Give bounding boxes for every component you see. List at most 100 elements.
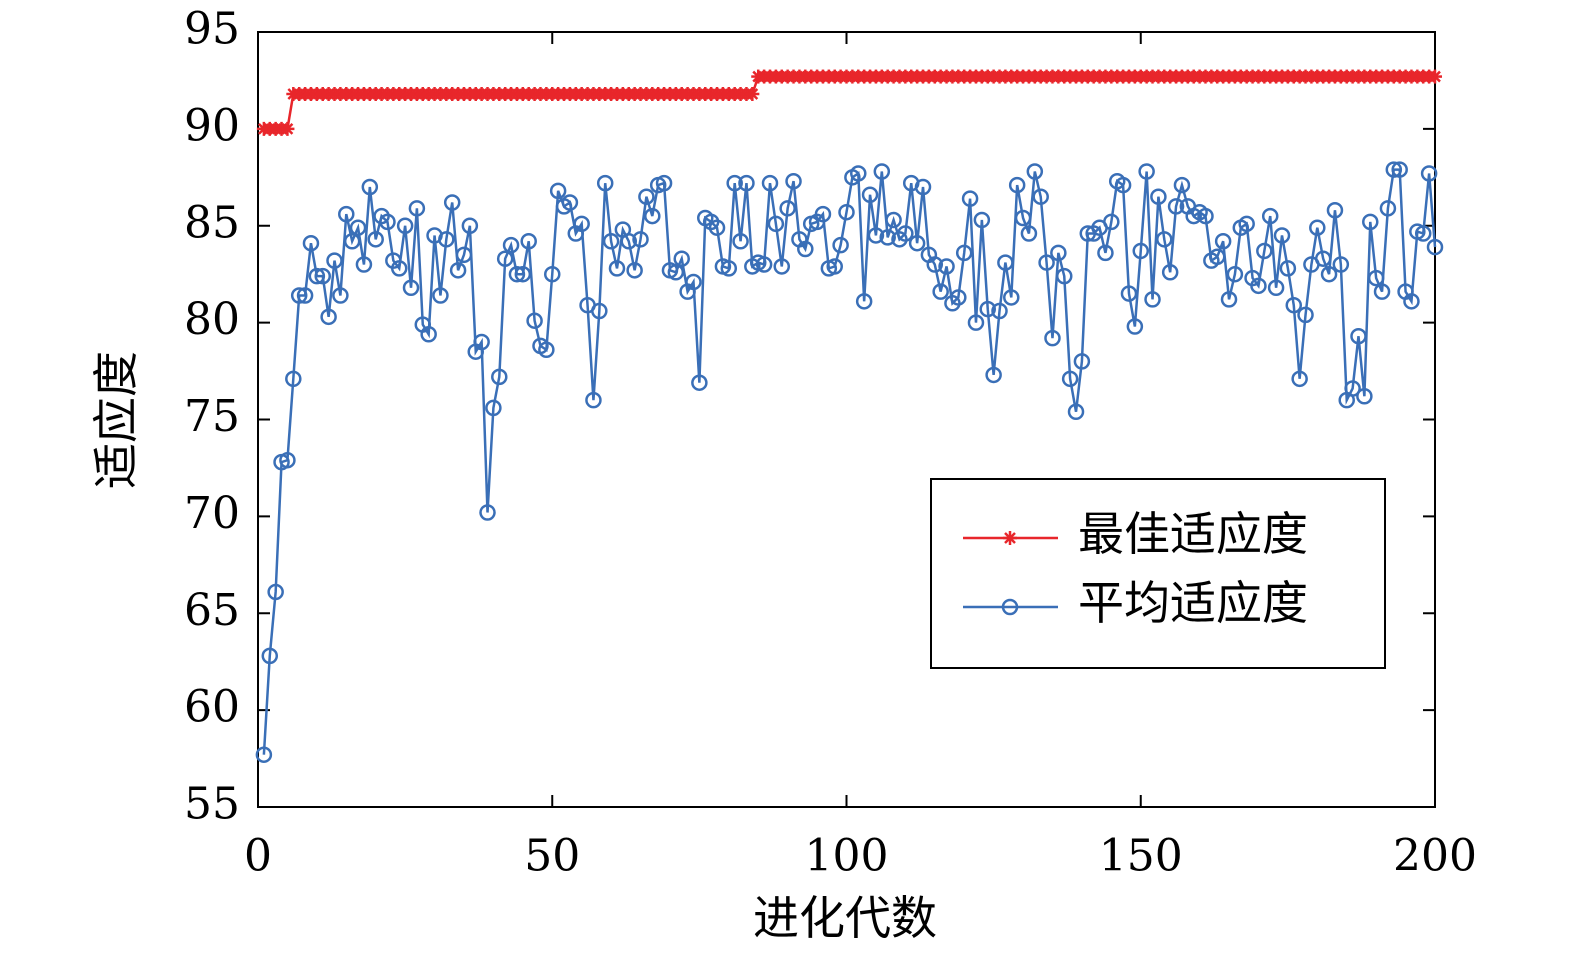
data-point	[1314, 250, 1332, 267]
data-point	[1008, 176, 1026, 194]
x-axis-label: 进化代数	[753, 891, 937, 945]
data-point	[1285, 296, 1303, 314]
data-point	[1209, 248, 1226, 265]
data-point	[1362, 213, 1379, 231]
y-tick-label: 80	[184, 294, 240, 345]
data-point	[420, 326, 437, 343]
star-stroke	[1004, 532, 1016, 544]
data-point	[361, 178, 379, 196]
data-point	[1250, 277, 1267, 295]
data-point	[1391, 161, 1408, 178]
data-point	[655, 174, 673, 192]
data-point	[491, 368, 508, 386]
data-point	[926, 256, 944, 273]
data-point	[390, 260, 408, 277]
data-point	[838, 203, 855, 221]
data-point	[496, 250, 514, 267]
data-point	[908, 234, 926, 252]
legend-box	[930, 478, 1386, 669]
data-point	[1161, 264, 1179, 281]
y-tick-label: 90	[184, 100, 240, 151]
data-point	[1273, 227, 1291, 244]
data-point	[367, 231, 384, 248]
data-point	[1291, 370, 1308, 388]
data-point	[1426, 238, 1444, 256]
data-point	[1132, 242, 1149, 260]
data-point	[1097, 244, 1114, 262]
x-tick-label: 50	[524, 831, 580, 882]
data-point	[997, 254, 1014, 271]
data-point	[443, 194, 461, 211]
data-point	[585, 391, 602, 409]
data-point	[1120, 285, 1138, 302]
data-point	[885, 211, 902, 229]
data-point	[573, 215, 590, 233]
data-point	[1267, 279, 1285, 296]
data-point	[738, 174, 755, 192]
data-point	[338, 205, 355, 223]
data-point	[1261, 207, 1279, 225]
data-point	[596, 174, 614, 192]
data-point	[726, 174, 743, 192]
data-point	[343, 233, 361, 250]
data-point	[773, 258, 791, 275]
y-tick-label: 75	[184, 391, 240, 442]
data-point	[320, 308, 337, 326]
data-point	[267, 583, 284, 601]
y-tick-label: 55	[184, 779, 240, 830]
data-point	[897, 225, 914, 242]
data-point	[667, 264, 685, 281]
data-point	[1055, 267, 1073, 285]
data-point	[544, 265, 561, 283]
data-point	[296, 287, 314, 304]
data-point	[826, 258, 843, 275]
data-point	[1038, 254, 1055, 271]
y-tick-label: 60	[184, 682, 240, 733]
star-stroke	[1429, 70, 1441, 83]
data-point	[379, 213, 396, 231]
data-point	[755, 256, 773, 273]
data-point	[332, 287, 349, 304]
data-point	[438, 231, 455, 248]
data-point	[1238, 215, 1255, 233]
data-point	[620, 233, 638, 250]
data-point	[402, 279, 420, 296]
data-point	[538, 341, 555, 358]
x-tick-label: 150	[1099, 831, 1183, 882]
data-point	[1214, 233, 1232, 250]
data-point	[602, 233, 620, 250]
data-point	[1138, 163, 1155, 180]
star-stroke	[746, 88, 759, 100]
data-point	[785, 172, 802, 190]
data-point	[308, 267, 326, 285]
data-point	[1344, 380, 1361, 397]
data-point	[1356, 388, 1373, 405]
legend-marker	[1003, 531, 1017, 545]
data-point	[1044, 329, 1061, 347]
plot-frame	[257, 31, 1436, 808]
data-point	[1026, 163, 1044, 180]
data-point	[449, 262, 467, 279]
data-point	[632, 231, 649, 248]
data-point	[626, 262, 643, 279]
data-point	[691, 374, 708, 391]
data-point	[520, 233, 537, 250]
data-point	[591, 302, 608, 320]
data-point	[432, 287, 449, 304]
data-point	[950, 289, 967, 306]
data-point	[1350, 327, 1367, 345]
data-point	[408, 200, 426, 217]
data-point	[797, 240, 814, 258]
data-point	[938, 258, 955, 275]
data-point	[514, 265, 532, 283]
x-tick-label: 200	[1393, 831, 1477, 882]
data-point	[314, 267, 331, 285]
data-point	[961, 190, 979, 207]
data-point	[1014, 209, 1032, 227]
legend-marker	[1001, 598, 1019, 616]
data-point	[302, 234, 320, 252]
data-point	[1414, 225, 1432, 242]
data-point	[473, 333, 490, 351]
data-point	[638, 188, 655, 205]
series-line	[263, 75, 1435, 131]
